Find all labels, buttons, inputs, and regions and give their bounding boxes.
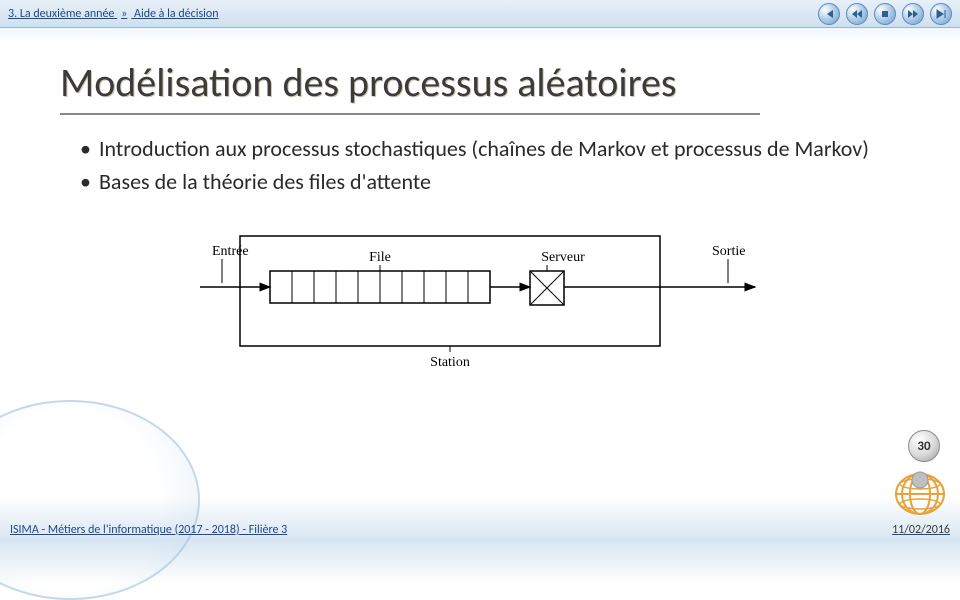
- bullet-text: Introduction aux processus stochastiques…: [99, 135, 869, 164]
- rewind-icon: [851, 8, 863, 20]
- svg-text:Sortie: Sortie: [712, 244, 745, 259]
- list-item: • Bases de la théorie des files d'attent…: [80, 168, 900, 197]
- breadcrumb-sep: »: [117, 7, 131, 21]
- forward-icon: [907, 8, 919, 20]
- diagram-container: Entrée File Serveur Sortie Station: [60, 216, 900, 386]
- footer-date: 11/02/2016: [892, 523, 950, 537]
- skip-first-icon: [823, 8, 835, 20]
- last-button[interactable]: [930, 3, 952, 25]
- page-number: 30: [917, 439, 930, 454]
- footer: ISIMA - Métiers de l'informatique (2017 …: [0, 520, 960, 540]
- list-item: • Introduction aux processus stochastiqu…: [80, 135, 900, 164]
- title-divider: [60, 113, 760, 115]
- svg-text:Station: Station: [430, 355, 470, 370]
- decorative-curve: [0, 400, 200, 600]
- svg-text:Serveur: Serveur: [541, 250, 585, 265]
- breadcrumb-part2[interactable]: Aide à la décision: [134, 7, 219, 21]
- queue-diagram: Entrée File Serveur Sortie Station: [200, 216, 760, 386]
- stop-button[interactable]: [874, 3, 896, 25]
- next-button[interactable]: [902, 3, 924, 25]
- breadcrumb-part1[interactable]: 3. La deuxième année: [8, 7, 114, 21]
- svg-text:Entrée: Entrée: [212, 244, 249, 259]
- content: Modélisation des processus aléatoires • …: [0, 28, 960, 386]
- footer-left[interactable]: ISIMA - Métiers de l'informatique (2017 …: [10, 523, 287, 537]
- stop-icon: [879, 8, 891, 20]
- page-number-badge: 30: [908, 430, 940, 462]
- bullet-text: Bases de la théorie des files d'attente: [99, 168, 431, 197]
- svg-text:File: File: [369, 250, 391, 265]
- skip-last-icon: [935, 8, 947, 20]
- globe-logo-icon: [892, 470, 948, 518]
- page-title: Modélisation des processus aléatoires: [60, 58, 900, 107]
- first-button[interactable]: [818, 3, 840, 25]
- prev-button[interactable]: [846, 3, 868, 25]
- nav-controls: [818, 3, 952, 25]
- topbar: 3. La deuxième année » Aide à la décisio…: [0, 0, 960, 28]
- bullet-dot-icon: •: [80, 168, 91, 197]
- breadcrumb[interactable]: 3. La deuxième année » Aide à la décisio…: [8, 7, 219, 21]
- bullet-list: • Introduction aux processus stochastiqu…: [80, 135, 900, 196]
- bullet-dot-icon: •: [80, 135, 91, 164]
